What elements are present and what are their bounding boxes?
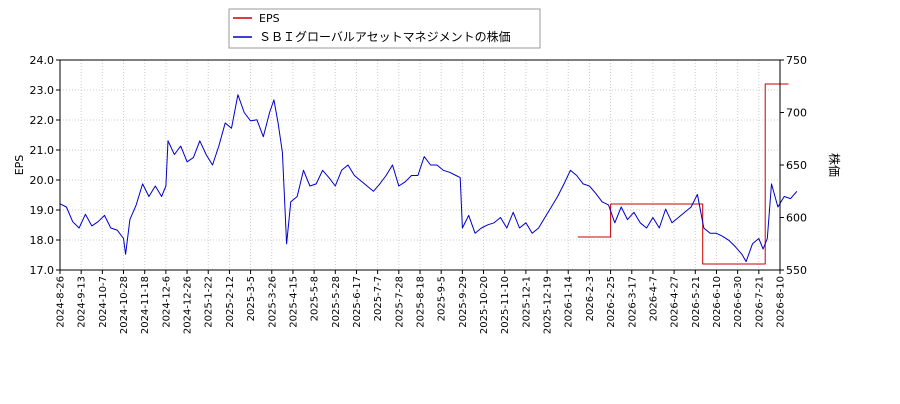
series-layer [59,83,798,265]
right-axis-label: 株価 [827,153,842,177]
left-axis: 17.0 18.0 19.0 20.0 21.0 22.0 23.0 24.0 [30,54,60,277]
left-tick-label: 19.0 [30,204,55,217]
x-tick-label: 2025-2-12 [225,276,236,328]
stock-price-series-line [59,94,798,263]
right-axis: 550 600 650 700 750 [780,54,807,277]
x-tick-label: 2026-4-7 [648,276,659,321]
x-tick-label: 2024-11-18 [140,276,151,334]
x-tick-label: 2026-5-21 [691,276,702,328]
x-axis: 2024-8-26 2024-9-13 2024-10-7 2024-10-28 202… [56,270,787,334]
x-tick-label: 2026-2-25 [606,276,617,328]
x-tick-label: 2025-4-15 [288,276,299,328]
grid [60,60,780,270]
x-tick-label: 2026-4-27 [670,276,681,328]
right-tick-label: 600 [786,212,807,225]
x-tick-label: 2025-7-28 [394,276,405,328]
x-tick-label: 2025-1-22 [204,276,215,328]
x-tick-label: 2024-12-6 [161,276,172,328]
left-tick-label: 23.0 [30,84,55,97]
x-tick-label: 2024-10-28 [119,276,130,334]
right-tick-label: 550 [786,264,807,277]
left-tick-label: 20.0 [30,174,55,187]
x-tick-label: 2025-12-1 [521,276,532,328]
left-tick-label: 22.0 [30,114,55,127]
right-tick-label: 750 [786,54,807,67]
x-tick-label: 2025-3-26 [267,276,278,328]
x-tick-label: 2026-6-10 [712,276,723,328]
x-tick-label: 2025-7-7 [373,276,384,321]
x-tick-label: 2024-8-26 [56,276,67,328]
x-tick-label: 2026-2-3 [585,276,596,321]
x-tick-label: 2024-9-13 [77,276,88,328]
left-tick-label: 17.0 [30,264,55,277]
x-tick-label: 2026-7-21 [754,276,765,328]
legend-label-price: ＳＢＩグローバルアセットマネジメントの株価 [259,29,511,44]
x-tick-label: 2025-9-29 [458,276,469,328]
left-axis-label: EPS [13,155,26,176]
x-tick-label: 2026-1-14 [564,276,575,328]
x-tick-label: 2025-10-20 [479,276,490,334]
x-tick-label: 2025-6-17 [352,276,363,328]
legend: EPS ＳＢＩグローバルアセットマネジメントの株価 [228,8,541,49]
right-tick-label: 650 [786,159,807,172]
x-tick-label: 2025-11-10 [500,276,511,334]
eps-series-line [577,83,789,265]
x-tick-label: 2025-5-28 [331,276,342,328]
left-tick-label: 21.0 [30,144,55,157]
left-tick-label: 24.0 [30,54,55,67]
left-tick-label: 18.0 [30,234,55,247]
x-tick-label: 2026-8-10 [776,276,787,328]
legend-box [228,8,541,49]
x-tick-label: 2026-6-30 [733,276,744,328]
right-tick-label: 700 [786,107,807,120]
x-tick-label: 2025-3-5 [246,276,257,321]
x-tick-label: 2026-3-17 [627,276,638,328]
x-tick-label: 2024-10-7 [98,276,109,328]
x-tick-label: 2025-8-18 [416,276,427,328]
x-tick-label: 2025-5-8 [310,276,321,321]
x-tick-label: 2025-12-19 [543,276,554,334]
x-tick-label: 2024-12-26 [183,276,194,334]
x-tick-label: 2025-9-5 [437,276,448,321]
legend-label-eps: EPS [259,12,280,25]
